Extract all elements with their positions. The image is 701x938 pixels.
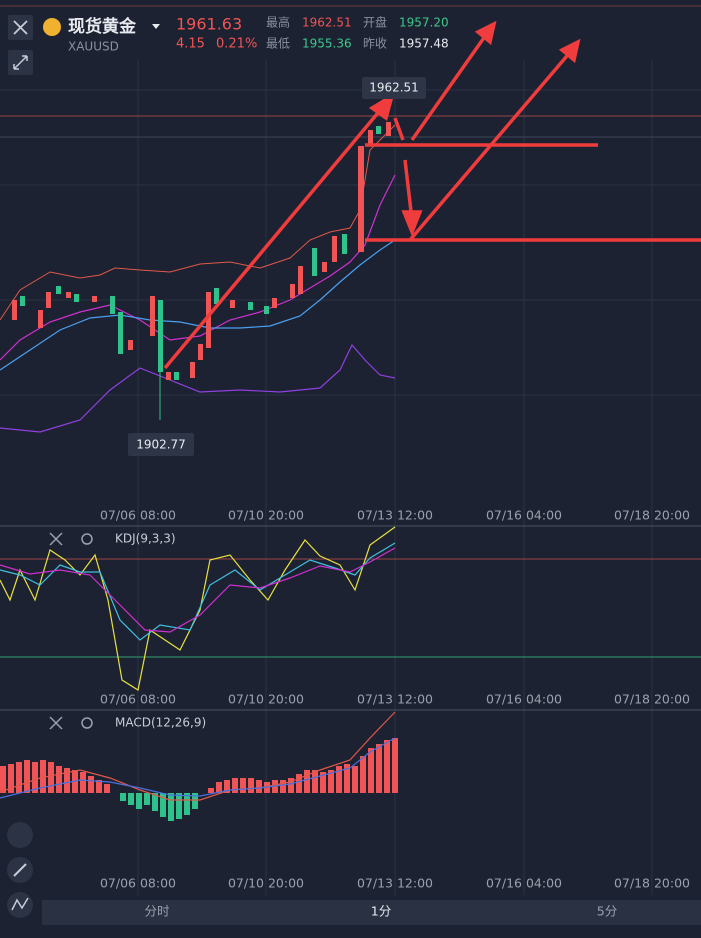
tab[interactable]: 5分 — [597, 904, 617, 919]
time-label: 07/16 04:00 — [486, 508, 562, 523]
high-label: 最高 — [266, 15, 290, 30]
settings-icon[interactable] — [81, 533, 93, 545]
candles — [12, 122, 391, 420]
grid — [0, 60, 701, 895]
change-pct: 0.21% — [216, 37, 257, 52]
prev-label: 昨收 — [363, 37, 387, 51]
indicator-icon — [11, 897, 29, 911]
kdj-k — [0, 542, 396, 641]
close-indicator[interactable] — [49, 716, 63, 730]
drawn-arrows — [163, 20, 701, 370]
time-label: 07/18 20:00 — [614, 876, 690, 891]
time-label: 07/16 04:00 — [486, 692, 562, 707]
macd-dea — [0, 737, 396, 799]
gold-icon — [43, 18, 61, 36]
change: 4.15 — [176, 37, 205, 52]
price: 1961.63 — [176, 15, 242, 34]
tab-active[interactable]: 1分 — [371, 904, 391, 919]
close-icon — [13, 20, 28, 35]
tab[interactable]: 分时 — [144, 904, 170, 919]
boll-upper — [0, 124, 396, 321]
instrument-name[interactable]: 现货黄金 — [68, 16, 137, 37]
high-callout: 1962.51 — [369, 81, 419, 95]
prev: 1957.48 — [399, 37, 449, 51]
time-label: 07/06 08:00 — [100, 876, 176, 891]
settings-icon[interactable] — [81, 717, 93, 729]
ma-line — [0, 239, 396, 371]
tab-bar — [42, 900, 701, 925]
kdj-j — [0, 526, 396, 691]
kdj-title: KDJ(9,3,3) — [115, 532, 176, 546]
high: 1962.51 — [302, 16, 352, 30]
time-label: 07/18 20:00 — [614, 692, 690, 707]
symbol: XAUUSD — [68, 40, 119, 54]
time-label: 07/18 20:00 — [614, 508, 690, 523]
boll-lower — [0, 343, 396, 433]
open: 1957.20 — [399, 16, 449, 30]
high-callout-box — [362, 77, 426, 99]
low-label: 最低 — [266, 37, 290, 51]
kdj-d — [0, 547, 396, 633]
time-label: 07/06 08:00 — [100, 508, 176, 523]
macd-dif — [0, 711, 396, 801]
time-label: 07/13 12:00 — [357, 876, 433, 891]
time-label: 07/16 04:00 — [486, 876, 562, 891]
low-callout: 1902.77 — [136, 438, 186, 452]
time-label: 07/10 20:00 — [228, 508, 304, 523]
boll-mid — [0, 174, 396, 361]
low-callout-box — [128, 433, 194, 456]
pen-icon — [13, 863, 27, 877]
macd-title: MACD(12,26,9) — [115, 716, 206, 730]
time-label: 07/10 20:00 — [228, 876, 304, 891]
dropdown-icon[interactable] — [152, 24, 160, 29]
time-label: 07/10 20:00 — [228, 692, 304, 707]
time-label: 07/13 12:00 — [357, 508, 433, 523]
close-indicator[interactable] — [49, 532, 63, 546]
time-label: 07/06 08:00 — [100, 692, 176, 707]
candle-tool[interactable] — [7, 822, 33, 848]
low: 1955.36 — [302, 37, 352, 51]
expand-icon — [13, 55, 28, 70]
open-label: 开盘 — [363, 15, 387, 30]
time-label: 07/13 12:00 — [357, 692, 433, 707]
